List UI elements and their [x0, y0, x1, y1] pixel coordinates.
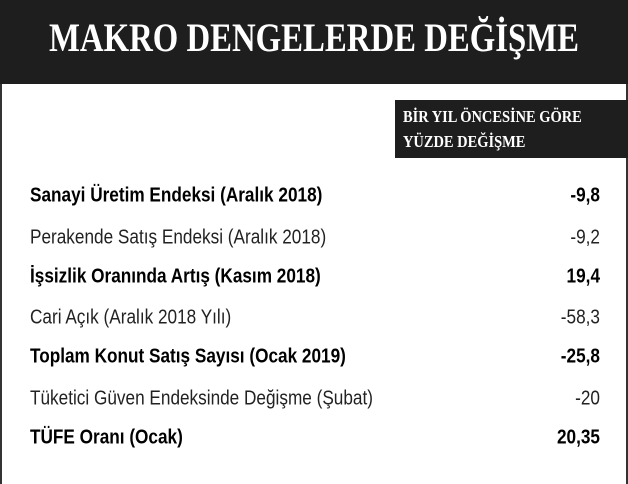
row-value-group: -9,2: [570, 225, 600, 248]
row-value-group: 19,4: [567, 264, 601, 287]
row-value: 20,35: [557, 425, 600, 448]
column-header-box: [395, 100, 628, 158]
column-header: YÜZDE DEĞİŞME: [403, 131, 525, 151]
row: Sanayi Üretim Endeksi (Aralık 2018): [30, 183, 322, 206]
row-value-group: -58,3: [561, 305, 600, 328]
row-label: Toplam Konut Satış Sayısı (Ocak 2019): [30, 344, 346, 367]
row-label: Perakende Satış Endeksi (Aralık 2018): [30, 225, 326, 248]
title-bar: [0, 0, 628, 84]
row-value-group: 20,35: [557, 425, 600, 448]
row-value: 19,4: [567, 264, 601, 287]
row-value: -9,8: [570, 183, 600, 206]
row-value-group: -9,8: [570, 183, 600, 206]
row-value: -9,2: [570, 225, 600, 248]
row: TÜFE Oranı (Ocak): [30, 425, 183, 448]
row-value: -25,8: [561, 344, 600, 367]
column-header: BİR YIL ÖNCESİNE GÖRE: [403, 106, 582, 126]
row: Perakende Satış Endeksi (Aralık 2018): [30, 225, 326, 248]
row-value-group: -20: [575, 386, 600, 409]
title: MAKRO DENGELERDE DEĞİŞME: [49, 15, 579, 60]
row-value: -58,3: [561, 305, 600, 328]
row-value: -20: [575, 386, 600, 409]
row-value-group: -25,8: [561, 344, 600, 367]
row-label: TÜFE Oranı (Ocak): [30, 425, 183, 448]
row: Cari Açık (Aralık 2018 Yılı): [30, 305, 231, 328]
row-label: Cari Açık (Aralık 2018 Yılı): [30, 305, 231, 328]
row: Toplam Konut Satış Sayısı (Ocak 2019): [30, 344, 346, 367]
row-label: İşsizlik Oranında Artış (Kasım 2018): [30, 264, 321, 287]
row-label: Sanayi Üretim Endeksi (Aralık 2018): [30, 183, 322, 206]
row-label: Tüketici Güven Endeksinde Değişme (Şubat…: [30, 386, 373, 409]
row: Tüketici Güven Endeksinde Değişme (Şubat…: [30, 386, 373, 409]
row: İşsizlik Oranında Artış (Kasım 2018): [30, 264, 321, 287]
